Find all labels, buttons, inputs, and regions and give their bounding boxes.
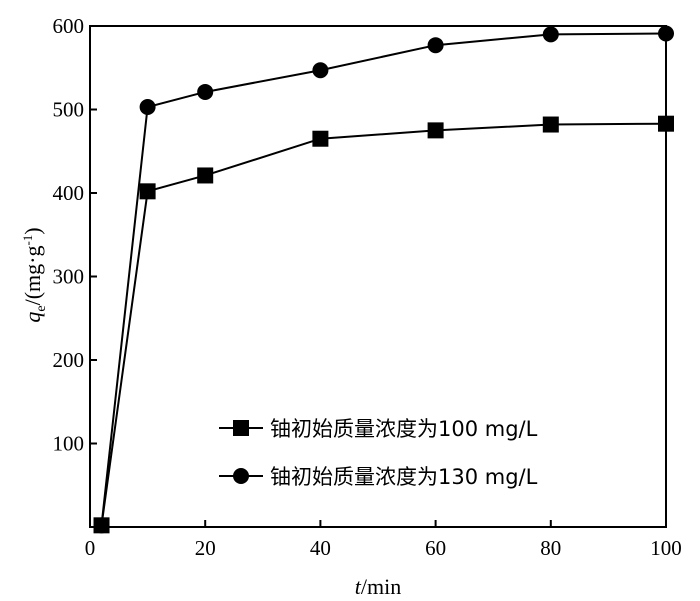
x-tick-label: 20	[195, 536, 216, 560]
legend-label-100: 铀初始质量浓度为100 mg/L	[270, 417, 538, 441]
data-point-circle	[93, 517, 110, 534]
y-tick-label: 200	[53, 348, 85, 372]
y-tick-label: 100	[53, 432, 85, 456]
data-point-circle	[139, 98, 156, 115]
x-tick-label: 80	[540, 536, 561, 560]
data-point-square	[427, 122, 444, 139]
legend-entry-130: 铀初始质量浓度为130 mg/L	[219, 465, 538, 489]
legend-circle-marker	[233, 468, 249, 484]
data-point-circle	[197, 83, 214, 100]
x-axis-label: t/min	[355, 574, 401, 599]
plot-frame	[89, 25, 667, 528]
series-130	[93, 25, 674, 534]
x-ticks: 0 20 40 60 80 100	[85, 520, 682, 560]
y-tick-label: 300	[53, 265, 85, 289]
x-tick-label: 40	[310, 536, 331, 560]
y-tick-label: 500	[53, 98, 85, 122]
y-axis-label: qe/(mg·g-1)	[20, 227, 49, 322]
data-point-circle	[542, 26, 559, 43]
legend-entry-100: 铀初始质量浓度为100 mg/L	[219, 417, 538, 441]
x-tick-label: 0	[85, 536, 96, 560]
y-tick-label: 400	[53, 181, 85, 205]
axes	[89, 25, 667, 528]
data-point-square	[139, 183, 156, 200]
x-tick-label: 100	[650, 536, 682, 560]
data-point-circle	[427, 37, 444, 54]
series-group	[93, 25, 674, 534]
data-point-square	[197, 167, 214, 184]
data-point-square	[542, 116, 559, 133]
y-tick-label: 600	[53, 14, 85, 38]
legend-square-marker	[233, 420, 249, 436]
legend: 铀初始质量浓度为100 mg/L 铀初始质量浓度为130 mg/L	[219, 417, 538, 489]
data-point-square	[312, 130, 329, 147]
legend-label-130: 铀初始质量浓度为130 mg/L	[270, 465, 538, 489]
data-point-circle	[658, 25, 674, 42]
x-tick-label: 60	[425, 536, 446, 560]
data-point-square	[658, 115, 674, 132]
y-ticks: 100 200 300 400 500 600	[53, 14, 97, 456]
data-point-circle	[312, 62, 329, 79]
series-line	[100, 32, 667, 526]
